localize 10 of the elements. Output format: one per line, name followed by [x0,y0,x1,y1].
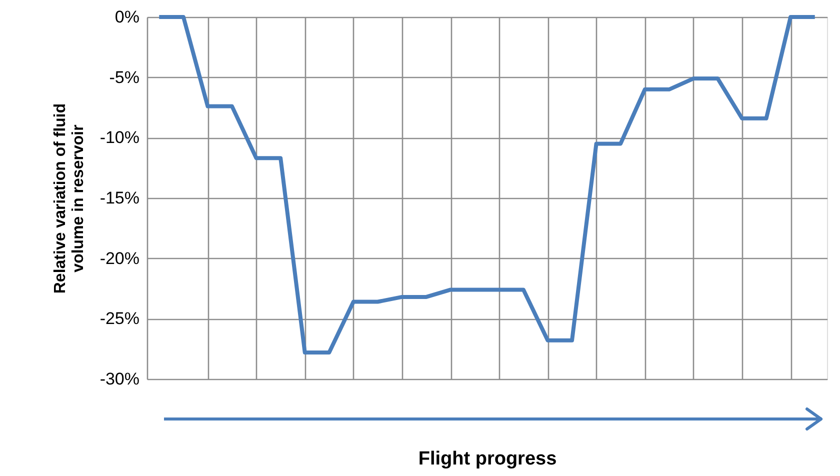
y-tick-label: -30% [100,370,140,388]
x-axis-title: Flight progress [418,448,557,470]
y-axis-title: Relative variation of fluid volume in reservoir [52,103,87,294]
y-tick-label: -25% [100,309,140,328]
y-tick-label: -20% [100,248,140,268]
y-tick-label: -10% [100,128,140,148]
y-tick-label: 0% [114,8,140,26]
y-tick-label: -15% [100,188,140,208]
y-tick-label: -5% [109,68,140,87]
line-series [157,15,817,354]
